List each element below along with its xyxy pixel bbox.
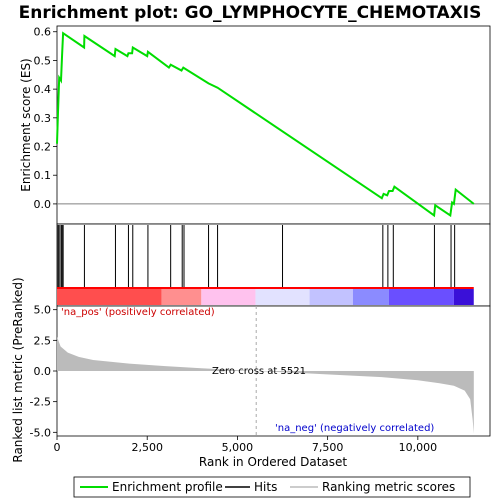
enrichment-y-tick-label-4: 0.4 [34,83,52,96]
enrichment-y-tick-label-1: 0.1 [34,169,52,182]
legend-label-hits: Hits [254,480,277,494]
rank-x-ticks: 0 2,500 5,000 7,500 10,000 [54,436,438,454]
x-tick-label-0: 0 [54,441,61,454]
negative-correlation-label: 'na_neg' (negatively correlated) [275,423,434,434]
enrichment-y-tick-label-2: 0.2 [34,141,52,154]
ranked-metric-y-ticks: -5.0 -2.5 0.0 2.5 5.0 [30,304,57,439]
positive-correlation-label: 'na_pos' (positively correlated) [61,307,215,318]
ranked-metric-y-axis-label: Ranked list metric (PreRanked) [11,277,25,462]
ranked-metric-y-tick-label-4: 5.0 [34,304,52,317]
chart-title: Enrichment plot: GO_LYMPHOCYTE_CHEMOTAXI… [19,3,482,23]
colorbar-segment-2 [201,289,256,305]
ranked-metric-y-tick-label-3: 2.5 [34,334,52,347]
enrichment-y-tick-label-6: 0.6 [34,26,52,39]
ranked-metric-y-tick-label-0: -5.0 [30,426,51,439]
ranked-metric-y-tick-label-1: -2.5 [30,396,51,409]
enrichment-y-axis-label: Enrichment score (ES) [19,58,33,191]
legend: Enrichment profile Hits Ranking metric s… [73,476,471,498]
rank-colorbar [57,287,474,305]
colorbar-segment-1 [161,289,202,305]
legend-label-enrichment: Enrichment profile [112,480,223,494]
colorbar-segment-7 [453,289,474,305]
hits-panel [56,223,491,307]
legend-label-ranking: Ranking metric scores [322,480,455,494]
colorbar-segment-0 [57,289,162,305]
x-tick-label-3: 7,500 [312,441,344,454]
colorbar-segment-4 [309,289,353,305]
x-axis-label: Rank in Ordered Dataset [199,455,347,469]
colorbar-segment-3 [255,289,310,305]
colorbar-top-strip [57,287,474,289]
colorbar-segment-6 [388,289,454,305]
enrichment-panel: 0.0 0.1 0.2 0.3 0.4 0.5 0.6 Enrichment score (… [19,25,491,225]
ranked-metric-panel: -5.0 -2.5 0.0 2.5 5.0 0 2,500 5,000 7,500 10,000… [11,277,491,469]
enrichment-y-tick-label-3: 0.3 [34,112,52,125]
legend-frame [73,476,471,498]
ranked-metric-y-tick-label-2: 0.0 [34,365,52,378]
enrichment-y-ticks: 0.0 0.1 0.2 0.3 0.4 0.5 0.6 [34,26,57,211]
x-tick-label-4: 10,000 [399,441,438,454]
x-tick-label-2: 5,000 [222,441,254,454]
enrichment-profile-line [56,31,475,218]
enrichment-y-tick-label-5: 0.5 [34,54,52,67]
enrichment-y-tick-label-0: 0.0 [34,198,52,211]
x-tick-label-1: 2,500 [131,441,163,454]
zero-cross-label: Zero cross at 5521 [212,366,306,377]
hit-markers [57,225,456,287]
colorbar-segment-5 [352,289,389,305]
